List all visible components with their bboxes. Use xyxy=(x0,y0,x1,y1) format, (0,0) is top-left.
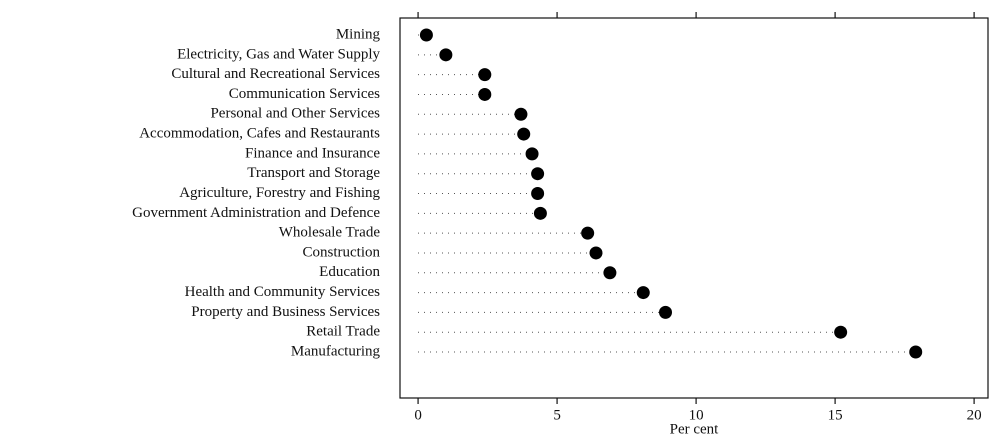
dot xyxy=(478,87,492,101)
dot xyxy=(834,325,848,339)
x-tick-label: 15 xyxy=(828,407,843,423)
x-tick-label: 20 xyxy=(967,407,982,423)
y-tick-label: Personal and Other Services xyxy=(210,106,380,122)
dot xyxy=(517,127,531,141)
dot xyxy=(581,226,595,240)
dot xyxy=(531,167,545,181)
dot xyxy=(531,187,545,200)
dot xyxy=(533,206,547,220)
y-tick-label: Accommodation, Cafes and Restaurants xyxy=(139,126,380,142)
dot xyxy=(439,48,453,62)
y-tick-label: Education xyxy=(319,264,380,280)
y-tick-label: Construction xyxy=(303,244,381,260)
dot xyxy=(478,68,492,82)
x-axis-label: Per cent xyxy=(670,421,720,437)
x-tick-label: 0 xyxy=(414,407,422,423)
dot xyxy=(603,266,617,280)
y-tick-label: Health and Community Services xyxy=(185,284,381,300)
y-tick-label: Electricity, Gas and Water Supply xyxy=(177,46,380,62)
y-tick-label: Cultural and Recreational Services xyxy=(171,66,380,82)
y-tick-label: Transport and Storage xyxy=(247,165,380,181)
y-tick-label: Mining xyxy=(336,26,381,42)
y-tick-label: Retail Trade xyxy=(306,324,380,340)
dot xyxy=(659,305,673,319)
dot xyxy=(636,286,650,300)
y-tick-label: Communication Services xyxy=(229,86,380,102)
y-tick-label: Agriculture, Forestry and Fishing xyxy=(179,185,380,201)
x-tick-label: 10 xyxy=(689,407,704,423)
y-tick-label: Wholesale Trade xyxy=(279,225,381,241)
x-tick-label: 5 xyxy=(553,407,561,423)
y-tick-label: Government Administration and Defence xyxy=(132,205,380,221)
dot xyxy=(525,147,539,161)
dot xyxy=(909,345,923,359)
plot-frame xyxy=(399,17,989,399)
dot xyxy=(514,107,528,121)
dot xyxy=(589,246,603,260)
dot xyxy=(419,28,433,42)
y-tick-label: Property and Business Services xyxy=(191,304,380,320)
y-tick-label: Finance and Insurance xyxy=(245,145,380,161)
y-tick-label: Manufacturing xyxy=(291,343,381,359)
